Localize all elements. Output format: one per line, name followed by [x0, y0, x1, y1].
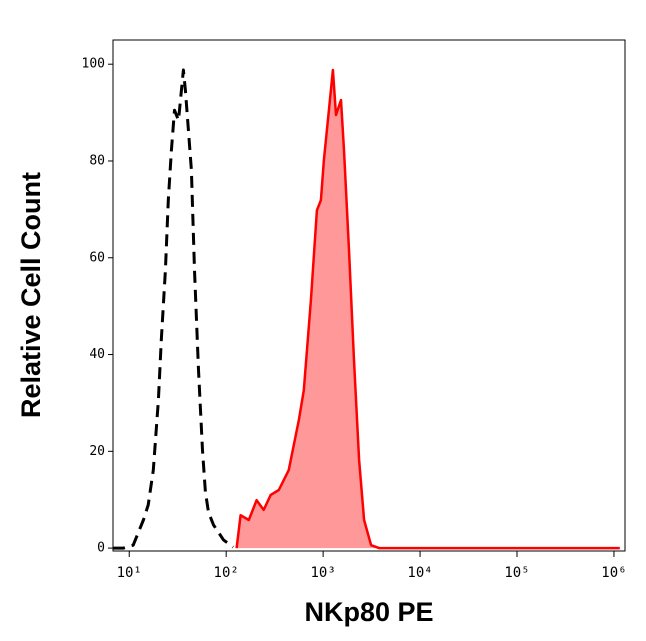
x-tick-label: 10³: [310, 565, 335, 581]
x-tick-label: 10²: [214, 565, 239, 581]
plot-frame: [112, 39, 626, 552]
x-tick-label: 10⁵: [504, 565, 529, 581]
y-axis-label: Relative Cell Count: [16, 172, 46, 418]
line: [235, 68, 620, 550]
y-tick-label: 100: [82, 57, 105, 72]
y-tick-label: 0: [97, 541, 105, 556]
x-axis-label: NKp80 PE: [304, 597, 433, 627]
area: [236, 70, 620, 549]
x-tick-label: 10¹: [117, 565, 142, 581]
x-tick-label: 10⁴: [407, 565, 432, 581]
y-tick-label: 80: [89, 153, 105, 168]
line: [113, 68, 234, 550]
y-tick-label: 40: [89, 347, 105, 362]
y-tick-label: 60: [89, 250, 105, 265]
y-tick-label: 20: [89, 444, 105, 459]
x-tick-label: 10⁶: [601, 565, 626, 581]
